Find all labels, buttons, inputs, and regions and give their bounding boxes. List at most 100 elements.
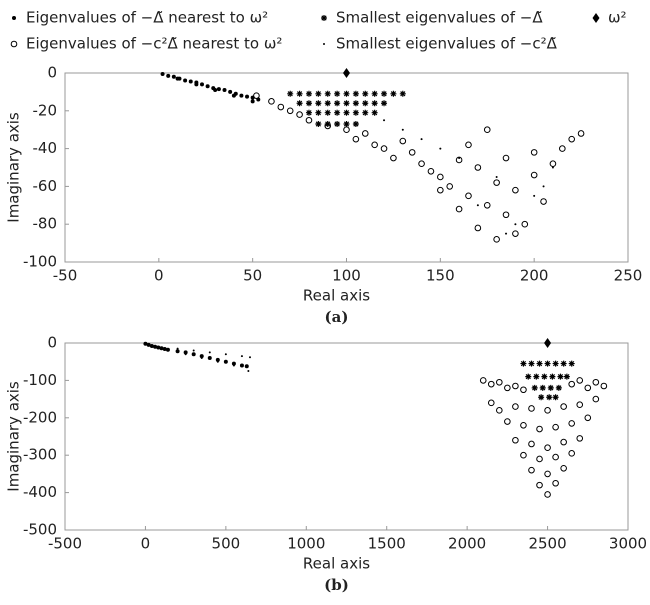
dot-marker [216,87,221,92]
circle-marker [496,378,503,386]
circle-marker [305,116,313,124]
x-axis-label: Real axis [303,555,370,573]
dot-marker [191,352,196,357]
x-tick-label: 200 [520,267,549,285]
point-marker [551,166,554,169]
circle-marker [408,149,416,156]
x-tick-label: 2500 [528,535,566,553]
y-tick-label: 0 [47,64,57,82]
point-marker [495,175,498,178]
circle-marker [577,130,585,137]
circle-marker [528,405,535,412]
star-marker [546,394,553,401]
y-tick-label: -500 [23,521,57,539]
point-marker [505,232,508,235]
circle-marker [528,440,535,448]
circle-marker [399,137,407,145]
point-marker [200,356,203,359]
point-marker [224,353,227,356]
star-marker [287,90,294,97]
circle-marker [493,179,500,186]
star-marker [568,360,575,367]
y-tick-label: -400 [23,483,57,501]
point-marker [420,138,423,141]
star-marker [362,109,369,116]
circle-marker [465,141,472,149]
dot-marker [207,355,212,360]
dot-marker [222,88,227,93]
star-marker [352,90,359,97]
circle-marker [479,377,487,384]
circle-marker [520,386,527,394]
legend-label: Eigenvalues of −c²Δ̃ nearest to ω² [26,35,282,53]
dot-marker [205,84,210,89]
star-marker [544,360,551,367]
circle-marker [560,438,567,446]
y-tick-label: -40 [33,139,58,157]
dot-marker [162,346,167,351]
circle-marker [512,186,519,194]
circle-marker [552,423,559,431]
star-marker [552,394,559,401]
legend-label: ω² [608,9,627,27]
circle-marker [474,224,482,232]
point-marker [476,204,479,207]
star-marker [528,360,535,367]
circle-marker [286,107,294,115]
dot-marker [188,79,193,84]
point-marker [192,349,195,352]
star-marker [557,373,564,380]
circle-marker [568,450,576,457]
legend-label: Eigenvalues of −Δ̃ nearest to ω² [26,9,268,27]
legend-label: Smallest eigenvalues of −c²Δ̃ [336,35,558,53]
dot-marker [160,71,165,76]
star-marker [371,100,378,107]
star-marker [334,121,341,128]
dot-marker [149,343,154,348]
circle-marker [576,377,584,384]
circle-marker [568,135,576,143]
y-tick-label: -300 [23,446,57,464]
point-marker [514,223,517,226]
dot-marker [153,344,158,349]
dot-marker [171,74,176,79]
star-marker [296,90,303,97]
y-axis-label: Imaginary axis [5,381,23,492]
point-marker [323,43,325,45]
x-tick-label: 250 [614,267,643,285]
x-tick-label: 3000 [609,535,647,553]
diamond-marker [544,338,552,348]
circle-marker [549,160,557,168]
circle-marker [544,470,551,478]
star-marker [343,121,350,128]
circle-marker [502,154,510,162]
star-marker [352,109,359,116]
dot-marker [199,354,204,359]
x-tick-label: 500 [212,535,241,553]
circle-marker [487,399,495,407]
circle-marker [600,382,608,390]
dot-marker [165,347,170,352]
circle-marker [530,171,538,179]
circle-marker [536,425,543,433]
star-marker [538,394,545,401]
x-tick-label: 50 [243,267,262,285]
circle-marker [568,380,576,388]
dot-marker [239,93,244,98]
star-marker [362,100,369,107]
dot-marker [244,364,249,369]
y-tick-label: 0 [47,334,57,352]
circle-marker [253,92,260,99]
dot-marker [239,363,244,368]
x-tick-label: 0 [154,267,164,285]
circle-marker [560,464,567,472]
dot-marker [175,76,180,81]
dot-marker [245,94,250,99]
circle-marker [483,202,491,209]
star-marker [324,109,331,116]
circle-marker [474,164,482,171]
x-tick-label: 1000 [287,535,325,553]
circle-marker [504,418,511,425]
star-marker [296,100,303,107]
